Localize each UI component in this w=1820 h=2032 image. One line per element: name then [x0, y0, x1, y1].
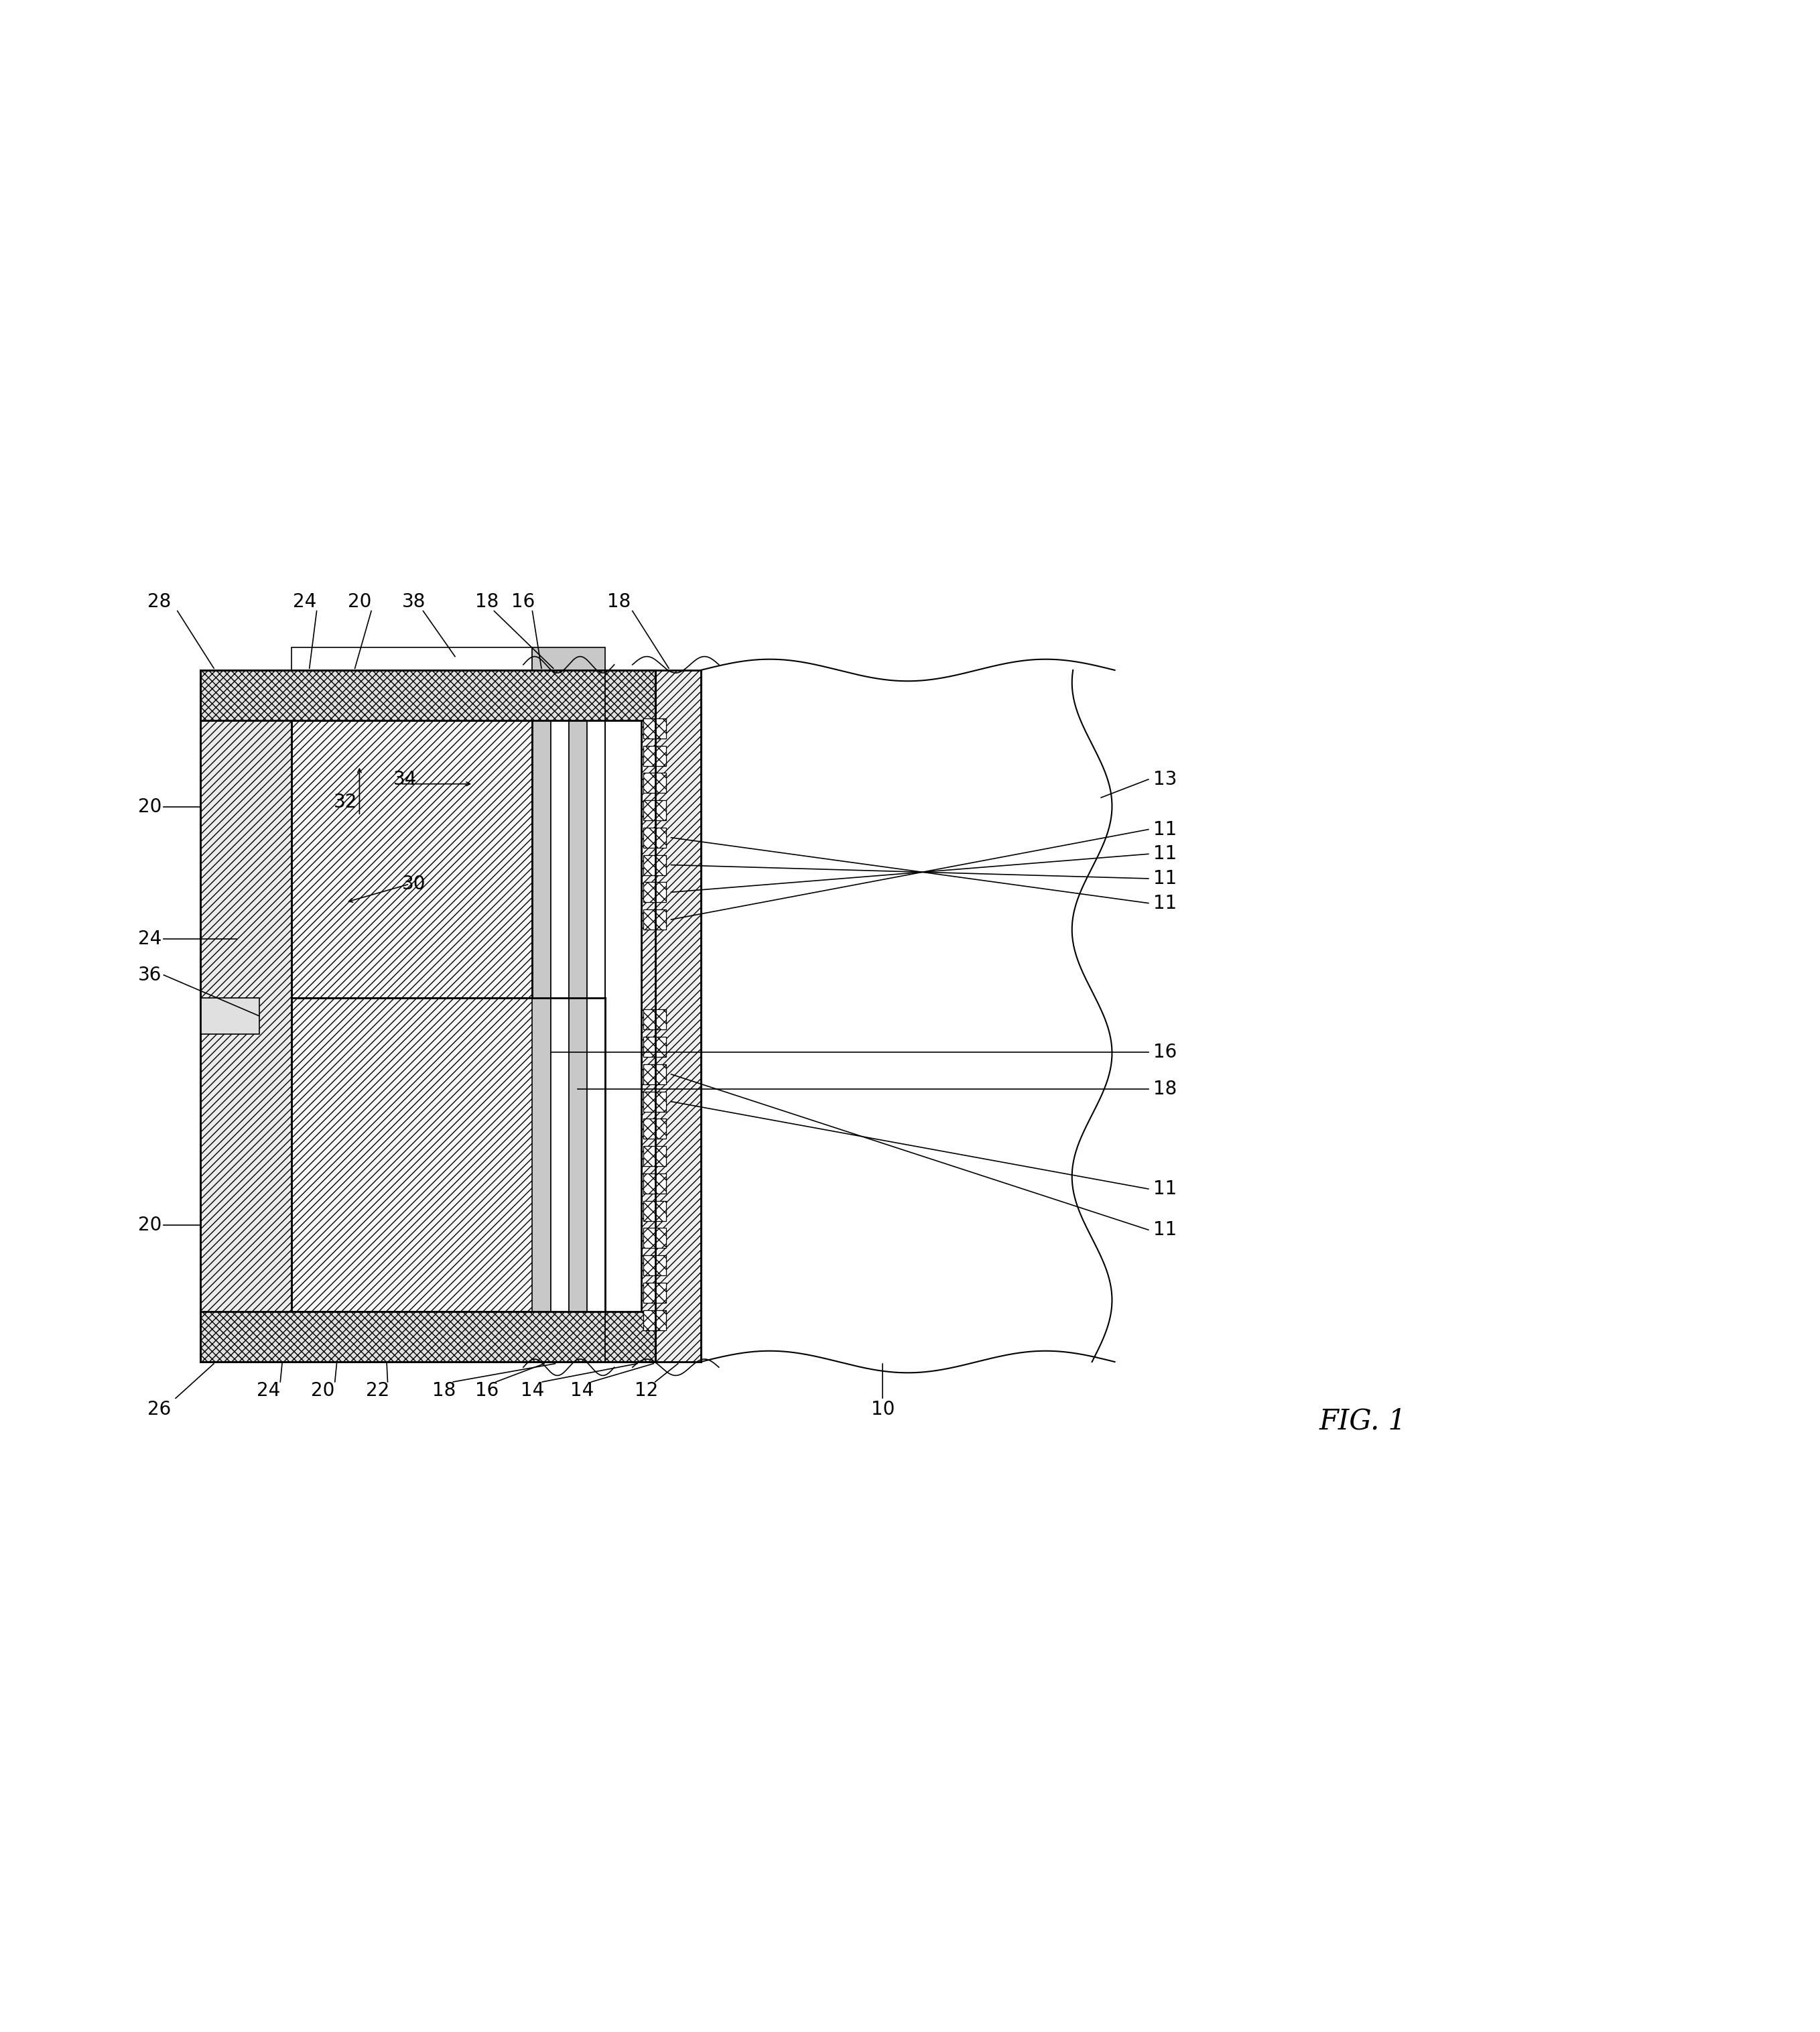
Text: 11: 11 [1154, 870, 1176, 888]
Text: 11: 11 [1154, 821, 1176, 839]
Text: 18: 18 [475, 593, 499, 612]
Bar [644, 1172, 666, 1193]
Bar [644, 1201, 666, 1221]
Bar [644, 801, 666, 821]
Text: 24: 24 [257, 1382, 280, 1400]
Bar [644, 772, 666, 792]
Text: 26: 26 [147, 1400, 171, 1418]
Bar [644, 1036, 666, 1057]
Text: 18: 18 [608, 593, 630, 612]
Bar [644, 1091, 666, 1112]
Bar [586, 671, 604, 1361]
Text: 18: 18 [1154, 1079, 1176, 1097]
Text: 10: 10 [870, 1400, 895, 1418]
Text: 22: 22 [366, 1382, 389, 1400]
Bar [200, 671, 291, 1361]
Text: 34: 34 [393, 770, 417, 788]
Bar [644, 1311, 666, 1331]
Text: 20: 20 [138, 1215, 162, 1235]
Text: 30: 30 [402, 874, 426, 894]
Text: 18: 18 [433, 1382, 455, 1400]
Bar [644, 1256, 666, 1276]
Text: 11: 11 [1154, 894, 1176, 912]
Bar [644, 1146, 666, 1166]
Bar [291, 998, 604, 1313]
Text: 36: 36 [138, 965, 162, 983]
Bar [641, 671, 701, 1361]
Bar [644, 1120, 666, 1138]
Text: 16: 16 [1154, 1042, 1176, 1063]
Bar [644, 1227, 666, 1248]
Text: 20: 20 [348, 593, 371, 612]
Text: 14: 14 [571, 1382, 593, 1400]
Polygon shape [701, 671, 1112, 1361]
Bar [568, 671, 586, 1361]
Text: 16: 16 [511, 593, 535, 612]
Text: 13: 13 [1152, 770, 1178, 788]
Bar [531, 671, 550, 1361]
Bar [200, 1313, 655, 1361]
Text: 14: 14 [521, 1382, 544, 1400]
Bar [644, 746, 666, 766]
Text: 11: 11 [1154, 1221, 1176, 1240]
Bar [644, 1010, 666, 1030]
Bar [291, 719, 531, 998]
Text: 24: 24 [293, 593, 317, 612]
Text: 12: 12 [635, 1382, 657, 1400]
Text: 38: 38 [402, 593, 426, 612]
Bar [200, 671, 655, 719]
Bar [644, 882, 666, 902]
Bar [644, 855, 666, 876]
Bar [200, 998, 260, 1034]
Text: 16: 16 [475, 1382, 499, 1400]
Bar [644, 1282, 666, 1303]
Text: FIG. 1: FIG. 1 [1319, 1406, 1407, 1435]
Text: 20: 20 [311, 1382, 335, 1400]
Bar [550, 671, 568, 1361]
Text: 11: 11 [1154, 845, 1176, 864]
Text: 11: 11 [1154, 1179, 1176, 1199]
Bar [644, 1065, 666, 1085]
Bar [531, 648, 604, 671]
Bar [644, 910, 666, 929]
Text: 24: 24 [138, 929, 162, 949]
Text: 28: 28 [147, 593, 171, 612]
Text: 32: 32 [333, 792, 359, 811]
Bar [644, 827, 666, 847]
Bar [291, 648, 531, 671]
Text: 20: 20 [138, 797, 162, 817]
Bar [644, 719, 666, 738]
